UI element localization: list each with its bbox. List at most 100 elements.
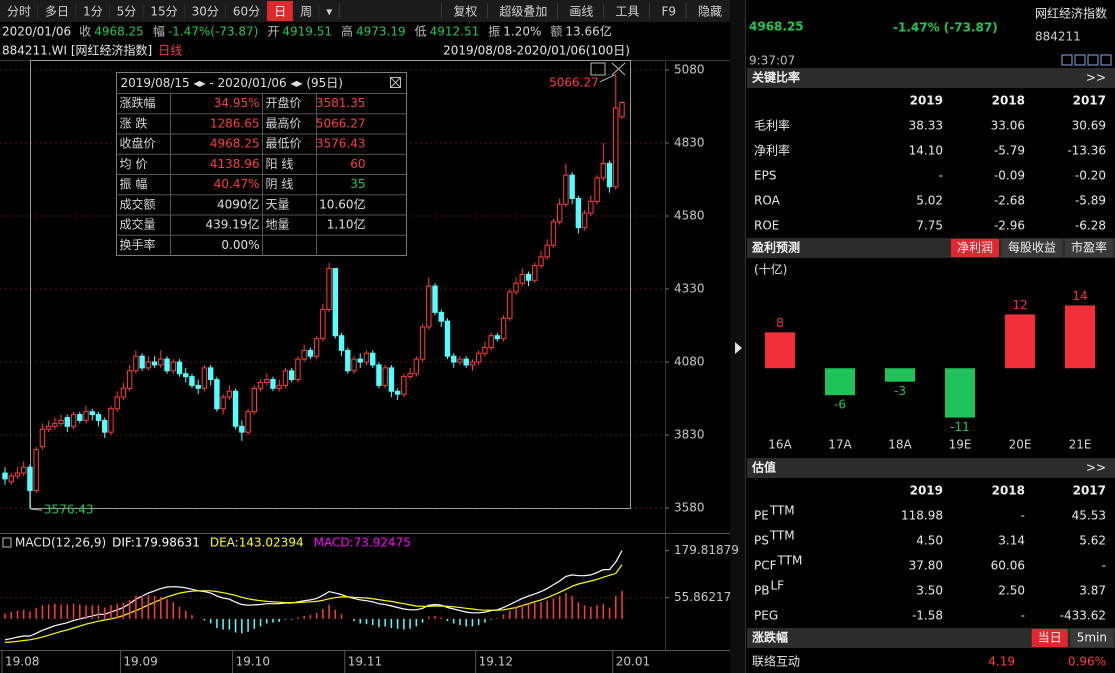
toolbar-button-label[interactable]: 画线 [569,5,593,19]
quote-change: -1.47% (-73.87) [893,21,998,35]
section-more[interactable]: >> [1086,71,1106,85]
candle-body [257,381,264,389]
tab[interactable] [950,239,999,257]
stats-label: 阳 线 [266,157,294,171]
macd-bar [216,618,218,628]
cell: -0.20 [1075,169,1106,183]
x-tick-label: 18A [888,438,912,452]
candle-body [2,472,8,480]
candle-body [114,396,120,410]
candle-body [45,425,52,430]
candle-body [488,335,494,348]
toolbar-button-label[interactable]: 日 [274,5,286,19]
stats-label: 地量 [266,218,290,232]
toolbar-button[interactable] [267,1,294,21]
candle-body [189,376,195,386]
stats-value: 4090亿 [217,196,260,211]
toolbar-button-label[interactable]: ▾ [326,5,332,19]
toolbar-button[interactable] [38,1,77,21]
cell: 37.80 [909,559,943,573]
macd-bar [184,610,187,619]
macd-bar [4,613,6,619]
tab[interactable] [1001,239,1062,257]
tab-label[interactable]: 净利润 [957,241,993,255]
panel-tool[interactable] [1074,54,1086,66]
row-label: PS [754,534,769,548]
toolbar-button-label[interactable]: 超级叠加 [499,4,547,19]
tab-label[interactable]: 5min [1077,631,1107,645]
macd-bar [178,606,181,619]
row-label: 净利率 [754,143,790,158]
tab-label[interactable]: 市盈率 [1071,240,1107,255]
stats-label: 阴 线 [266,177,294,191]
macd-bar [602,603,605,619]
candle-body [569,174,575,199]
macd-bar [496,618,499,619]
toolbar-button-label[interactable]: 多日 [45,5,69,19]
bar [1005,314,1035,369]
toolbar-button[interactable] [293,1,320,21]
stock-name[interactable]: 联络互动 [752,654,800,669]
macd-line [4,564,623,643]
macd-bar [340,614,343,619]
section-bar [747,68,1115,88]
macd-bar [54,603,56,619]
toolbar-button[interactable] [109,1,144,21]
cell: - [1021,609,1025,623]
panel-tool[interactable] [1087,54,1099,66]
toolbar-button-label[interactable]: 工具 [615,5,639,19]
toolbar-button-label[interactable]: 周 [300,5,312,19]
range-selection [30,60,631,509]
toolbar-button[interactable] [225,1,268,21]
y-tick-label: 55.86217 [674,590,731,604]
candle-body [264,379,270,383]
candle-body [301,349,307,360]
toolbar-button-label[interactable]: F9 [661,5,676,19]
toolbar-button[interactable] [319,1,340,21]
candle-body [320,308,326,340]
selection-close[interactable] [611,62,626,76]
quote-label: 高 [341,24,353,39]
toolbar-button-label[interactable]: 分时 [7,5,31,19]
toolbar-button[interactable] [0,1,39,21]
macd-bar [315,612,318,619]
candle-body [170,361,176,372]
macd-bar [241,618,243,634]
toolbar-button[interactable] [184,1,226,21]
candle-body [307,349,314,357]
tab[interactable] [1070,629,1113,647]
section-more[interactable]: >> [1086,461,1106,475]
toolbar-button-label[interactable]: 5分 [117,5,137,19]
toolbar-button-label[interactable]: 30分 [192,5,219,19]
candle-body [494,335,501,340]
toolbar-button[interactable] [143,1,185,21]
tab[interactable] [1031,629,1068,647]
panel-tool[interactable] [1100,54,1112,66]
macd-bar [521,604,524,619]
toolbar-button[interactable] [76,1,110,21]
tab-label[interactable]: 每股收益 [1008,240,1056,255]
macd-bar [97,605,100,619]
x-tick-label: 19.10 [236,655,270,669]
macd-bar [434,615,436,619]
toolbar-button-label[interactable]: 60分 [233,5,260,19]
row-label: EPS [754,169,776,183]
macd-bar [502,614,505,619]
y-tick-label: 5080 [674,62,705,76]
selection-tool[interactable] [590,62,606,76]
macd-bar [153,596,156,619]
macd-bar [608,607,611,619]
tab-label[interactable]: 当日 [1038,631,1062,645]
quote-value: 4973.19 [356,25,406,39]
toolbar-button-label[interactable]: 隐藏 [698,5,722,19]
candle-body [226,390,233,398]
tab[interactable] [1064,239,1113,257]
macd-bar [515,606,517,619]
stats-value: 5066.27 [316,116,366,130]
toolbar-button-label[interactable]: 15分 [150,5,177,19]
toolbar-button-label[interactable]: 复权 [453,5,477,19]
panel-tool[interactable] [1061,54,1073,66]
stats-close[interactable] [390,77,401,88]
collapse-arrow[interactable] [735,342,742,354]
toolbar-button-label[interactable]: 1分 [83,5,103,19]
